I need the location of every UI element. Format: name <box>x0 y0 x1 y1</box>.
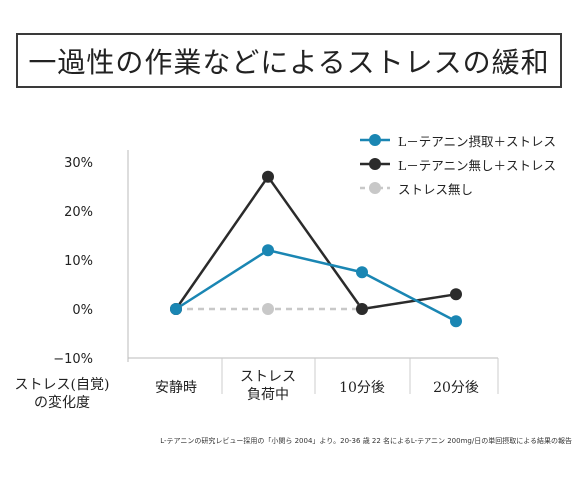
series-line <box>175 248 457 323</box>
legend-item-teanine-stress: L－テアニン摂取＋ストレス <box>358 130 578 150</box>
y-tick-label: 20% <box>64 205 93 220</box>
data-point <box>356 266 368 279</box>
legend-item-no-stress: ストレス無し <box>358 178 578 198</box>
chart-title: 一過性の作業などによるストレスの緩和 <box>16 33 562 88</box>
legend-label: L－テアニン摂取＋ストレス <box>398 133 557 149</box>
legend-swatch-black-line-icon <box>360 158 390 170</box>
data-point <box>170 303 182 315</box>
legend-label: ストレス無し <box>398 181 474 197</box>
data-point <box>450 288 462 301</box>
y-tick-label: 0% <box>72 303 93 318</box>
data-point <box>262 303 274 315</box>
legend-swatch-blue-line-icon <box>360 134 390 146</box>
y-tick-label: 30% <box>64 156 93 171</box>
x-tick-label: 負荷中 <box>247 387 289 403</box>
legend-label: L－テアニン無し＋ストレス <box>398 157 557 173</box>
data-point <box>262 244 274 257</box>
data-point <box>262 170 274 183</box>
legend-item-no-teanine-stress: L－テアニン無し＋ストレス <box>358 154 578 174</box>
data-point <box>356 303 368 315</box>
data-point <box>450 315 462 328</box>
y-axis-label: の変化度 <box>34 394 90 411</box>
legend-swatch-gray-dashed-icon <box>360 182 390 194</box>
y-axis-label: ストレス(自覚) <box>15 377 110 393</box>
x-tick-label: 10分後 <box>339 380 385 396</box>
x-tick-label: 20分後 <box>433 380 479 396</box>
series-line <box>174 175 457 311</box>
x-tick-label: ストレス <box>240 369 296 385</box>
y-tick-label: −10% <box>53 352 93 367</box>
footnote: L-テアニンの研究レビュー採用の「小関ら 2004」より。20-36 歳 22 … <box>160 437 572 445</box>
x-tick-label: 安静時 <box>155 380 197 396</box>
y-tick-label: 10% <box>64 254 93 269</box>
